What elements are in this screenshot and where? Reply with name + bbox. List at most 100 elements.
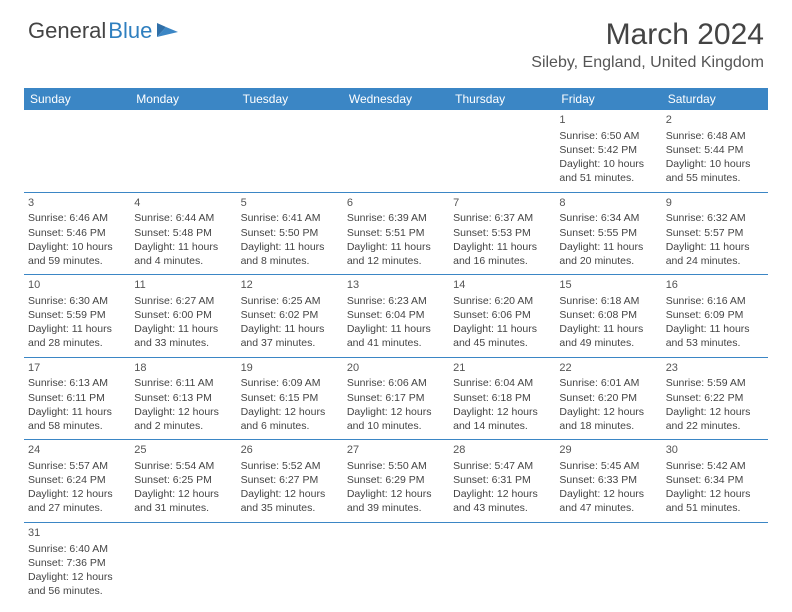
day-sunset: Sunset: 6:04 PM: [347, 308, 445, 322]
day-daylight: Daylight: 11 hours and 41 minutes.: [347, 322, 445, 350]
day-sunrise: Sunrise: 6:04 AM: [453, 376, 551, 390]
day-sunrise: Sunrise: 6:16 AM: [666, 294, 764, 308]
day-daylight: Daylight: 12 hours and 22 minutes.: [666, 405, 764, 433]
day-sunset: Sunset: 6:31 PM: [453, 473, 551, 487]
day-sunrise: Sunrise: 6:18 AM: [559, 294, 657, 308]
day-sunrise: Sunrise: 5:50 AM: [347, 459, 445, 473]
day-number: 27: [347, 443, 445, 458]
day-sunset: Sunset: 6:25 PM: [134, 473, 232, 487]
calendar-body: 1Sunrise: 6:50 AMSunset: 5:42 PMDaylight…: [24, 110, 768, 604]
day-sunset: Sunset: 5:53 PM: [453, 226, 551, 240]
weekday-header: Sunday: [24, 88, 130, 110]
day-sunrise: Sunrise: 6:23 AM: [347, 294, 445, 308]
day-sunset: Sunset: 5:55 PM: [559, 226, 657, 240]
day-daylight: Daylight: 12 hours and 39 minutes.: [347, 487, 445, 515]
day-number: 25: [134, 443, 232, 458]
day-sunset: Sunset: 6:22 PM: [666, 391, 764, 405]
day-sunrise: Sunrise: 5:47 AM: [453, 459, 551, 473]
day-number: 19: [241, 361, 339, 376]
day-number: 22: [559, 361, 657, 376]
day-number: 16: [666, 278, 764, 293]
day-number: 13: [347, 278, 445, 293]
day-number: 23: [666, 361, 764, 376]
day-daylight: Daylight: 11 hours and 16 minutes.: [453, 240, 551, 268]
day-sunset: Sunset: 5:57 PM: [666, 226, 764, 240]
day-daylight: Daylight: 12 hours and 6 minutes.: [241, 405, 339, 433]
calendar-day-cell: [130, 522, 236, 604]
calendar-week-row: 1Sunrise: 6:50 AMSunset: 5:42 PMDaylight…: [24, 110, 768, 192]
day-daylight: Daylight: 11 hours and 20 minutes.: [559, 240, 657, 268]
day-number: 6: [347, 196, 445, 211]
day-number: 5: [241, 196, 339, 211]
day-number: 21: [453, 361, 551, 376]
calendar-day-cell: 14Sunrise: 6:20 AMSunset: 6:06 PMDayligh…: [449, 275, 555, 358]
day-number: 31: [28, 526, 126, 541]
calendar-day-cell: [662, 522, 768, 604]
title-block: March 2024 Sileby, England, United Kingd…: [531, 18, 764, 72]
day-number: 11: [134, 278, 232, 293]
day-number: 18: [134, 361, 232, 376]
day-number: 12: [241, 278, 339, 293]
day-sunrise: Sunrise: 6:11 AM: [134, 376, 232, 390]
day-sunrise: Sunrise: 5:52 AM: [241, 459, 339, 473]
calendar-day-cell: 21Sunrise: 6:04 AMSunset: 6:18 PMDayligh…: [449, 357, 555, 440]
calendar-day-cell: 28Sunrise: 5:47 AMSunset: 6:31 PMDayligh…: [449, 440, 555, 523]
calendar-week-row: 17Sunrise: 6:13 AMSunset: 6:11 PMDayligh…: [24, 357, 768, 440]
calendar-day-cell: 10Sunrise: 6:30 AMSunset: 5:59 PMDayligh…: [24, 275, 130, 358]
day-sunrise: Sunrise: 6:34 AM: [559, 211, 657, 225]
calendar-day-cell: 12Sunrise: 6:25 AMSunset: 6:02 PMDayligh…: [237, 275, 343, 358]
calendar-day-cell: 6Sunrise: 6:39 AMSunset: 5:51 PMDaylight…: [343, 192, 449, 275]
calendar-day-cell: 25Sunrise: 5:54 AMSunset: 6:25 PMDayligh…: [130, 440, 236, 523]
day-sunrise: Sunrise: 6:13 AM: [28, 376, 126, 390]
calendar-day-cell: 13Sunrise: 6:23 AMSunset: 6:04 PMDayligh…: [343, 275, 449, 358]
month-title: March 2024: [531, 18, 764, 52]
calendar-day-cell: 19Sunrise: 6:09 AMSunset: 6:15 PMDayligh…: [237, 357, 343, 440]
day-sunrise: Sunrise: 6:01 AM: [559, 376, 657, 390]
day-sunrise: Sunrise: 6:37 AM: [453, 211, 551, 225]
day-sunrise: Sunrise: 6:20 AM: [453, 294, 551, 308]
weekday-header: Saturday: [662, 88, 768, 110]
calendar-day-cell: 8Sunrise: 6:34 AMSunset: 5:55 PMDaylight…: [555, 192, 661, 275]
day-sunrise: Sunrise: 6:32 AM: [666, 211, 764, 225]
calendar-day-cell: 23Sunrise: 5:59 AMSunset: 6:22 PMDayligh…: [662, 357, 768, 440]
day-sunrise: Sunrise: 5:59 AM: [666, 376, 764, 390]
day-daylight: Daylight: 10 hours and 55 minutes.: [666, 157, 764, 185]
day-number: 1: [559, 113, 657, 128]
day-sunset: Sunset: 5:51 PM: [347, 226, 445, 240]
day-sunset: Sunset: 6:17 PM: [347, 391, 445, 405]
calendar-day-cell: [24, 110, 130, 192]
day-sunset: Sunset: 6:33 PM: [559, 473, 657, 487]
day-sunrise: Sunrise: 5:54 AM: [134, 459, 232, 473]
day-sunrise: Sunrise: 6:25 AM: [241, 294, 339, 308]
day-daylight: Daylight: 12 hours and 56 minutes.: [28, 570, 126, 598]
weekday-header: Monday: [130, 88, 236, 110]
calendar-week-row: 10Sunrise: 6:30 AMSunset: 5:59 PMDayligh…: [24, 275, 768, 358]
calendar-day-cell: 24Sunrise: 5:57 AMSunset: 6:24 PMDayligh…: [24, 440, 130, 523]
day-sunset: Sunset: 5:59 PM: [28, 308, 126, 322]
day-number: 8: [559, 196, 657, 211]
weekday-header: Friday: [555, 88, 661, 110]
day-number: 15: [559, 278, 657, 293]
day-number: 24: [28, 443, 126, 458]
day-sunset: Sunset: 6:11 PM: [28, 391, 126, 405]
calendar-day-cell: 17Sunrise: 6:13 AMSunset: 6:11 PMDayligh…: [24, 357, 130, 440]
day-daylight: Daylight: 10 hours and 59 minutes.: [28, 240, 126, 268]
calendar-day-cell: [343, 522, 449, 604]
day-daylight: Daylight: 12 hours and 47 minutes.: [559, 487, 657, 515]
day-sunrise: Sunrise: 6:44 AM: [134, 211, 232, 225]
calendar-day-cell: 18Sunrise: 6:11 AMSunset: 6:13 PMDayligh…: [130, 357, 236, 440]
day-sunset: Sunset: 6:18 PM: [453, 391, 551, 405]
day-sunset: Sunset: 6:20 PM: [559, 391, 657, 405]
day-number: 28: [453, 443, 551, 458]
day-sunset: Sunset: 6:08 PM: [559, 308, 657, 322]
day-number: 4: [134, 196, 232, 211]
calendar-day-cell: 15Sunrise: 6:18 AMSunset: 6:08 PMDayligh…: [555, 275, 661, 358]
calendar-day-cell: 9Sunrise: 6:32 AMSunset: 5:57 PMDaylight…: [662, 192, 768, 275]
day-number: 26: [241, 443, 339, 458]
day-daylight: Daylight: 11 hours and 49 minutes.: [559, 322, 657, 350]
calendar-day-cell: 22Sunrise: 6:01 AMSunset: 6:20 PMDayligh…: [555, 357, 661, 440]
day-sunset: Sunset: 6:00 PM: [134, 308, 232, 322]
day-daylight: Daylight: 12 hours and 14 minutes.: [453, 405, 551, 433]
day-sunset: Sunset: 7:36 PM: [28, 556, 126, 570]
day-sunset: Sunset: 6:24 PM: [28, 473, 126, 487]
